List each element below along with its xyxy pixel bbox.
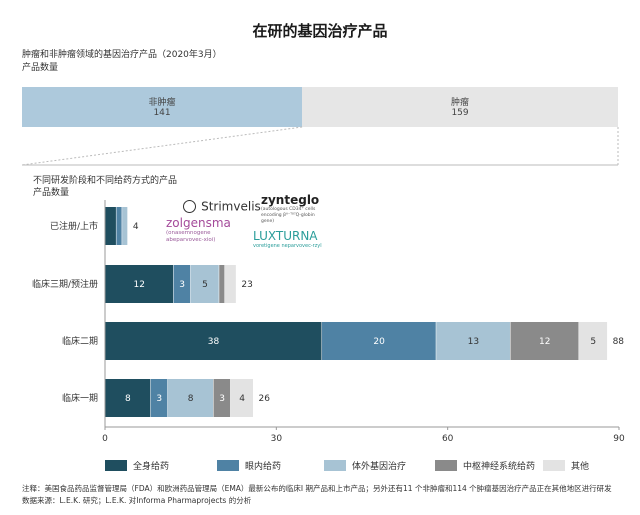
total-label: 26: [258, 394, 270, 404]
bar-segment: [579, 322, 608, 360]
legend-item-systemic: 全身给药: [105, 458, 169, 472]
x-tick-label: 0: [102, 434, 108, 444]
top-stacked-bar: 非肿瘤 141 肿瘤 159: [22, 87, 618, 127]
zolgensma-text: zolgensma: [166, 216, 231, 230]
segment-label: 3: [179, 280, 185, 290]
top-segment-label: 肿瘤: [451, 98, 470, 108]
bar-segment: [322, 322, 436, 360]
x-tick-label: 60: [442, 434, 454, 444]
segment-label: 12: [134, 280, 145, 290]
chart-ylabel: 产品数量: [33, 188, 70, 198]
strimvelis-mark-icon: [183, 200, 196, 213]
bar-segment: [167, 379, 214, 417]
bar-segment: [105, 379, 151, 417]
segment-label: 8: [188, 394, 194, 404]
legend-label: 中枢神经系统给药: [463, 461, 536, 472]
legend-label: 体外基因治疗: [352, 461, 407, 472]
luxturna-logo: LUXTURNA voretigene neparvovec-rzyl: [253, 229, 323, 249]
bar-segment: [105, 207, 116, 245]
segment-label: 4: [239, 394, 245, 404]
legend-item-cns: 中枢神经系统给药: [435, 458, 535, 472]
segment-label: 12: [539, 337, 550, 347]
legend-swatch: [324, 459, 346, 471]
bar-segment: [150, 379, 168, 417]
bar-segment: [190, 265, 219, 303]
total-label: 4: [133, 222, 139, 232]
footnote-line-1: 注释：美国食品药品监督管理局（FDA）和欧洲药品管理局（EMA）最新公布的临床I…: [22, 484, 612, 493]
bar-segment: [436, 322, 510, 360]
category-label: 临床二期: [62, 335, 98, 347]
legend-label: 其他: [571, 461, 590, 472]
strimvelis-text: Strimvelis: [201, 199, 261, 214]
chart-subtitle: 不同研发阶段和不同给药方式的产品: [33, 176, 178, 186]
bar-segment: [224, 265, 236, 303]
legend-item-other: 其他: [543, 458, 589, 472]
total-label: 23: [241, 280, 252, 290]
legend-swatch: [105, 459, 127, 471]
x-tick-label: 90: [613, 434, 625, 444]
segment-label: 8: [125, 394, 131, 404]
luxturna-subtext: voretigene neparvovec-rzyl: [253, 243, 322, 249]
legend-label: 眼内给药: [245, 461, 282, 472]
zynteglo-logo: zynteglo (autologous CD34⁺ cells encodin…: [261, 193, 321, 225]
segment-label: 5: [590, 337, 596, 347]
segment-label: 38: [208, 337, 220, 347]
category-label: 临床一期: [62, 392, 98, 404]
bar-segment: [116, 207, 122, 245]
chart-title: 在研的基因治疗产品: [252, 22, 388, 40]
category-label: 已注册/上市: [50, 220, 98, 232]
bar-segment: [122, 207, 128, 245]
zynteglo-subtext: (autologous CD34⁺ cells encoding βᴬ⁻ᵀ⁸⁷Q…: [261, 207, 316, 224]
bar-segment: [230, 379, 253, 417]
footnote: 注释：美国食品药品监督管理局（FDA）和欧洲药品管理局（EMA）最新公布的临床I…: [22, 483, 632, 507]
bar-segment: [105, 265, 174, 303]
segment-label: 13: [468, 337, 479, 347]
segment-label: 3: [156, 394, 162, 404]
top-segment-non-oncology: 非肿瘤 141: [22, 87, 303, 127]
total-label: 88: [613, 337, 625, 347]
zolgensma-logo: zolgensma (onasemnogene abeparvovec-xioi…: [166, 216, 246, 244]
bar-segment: [173, 265, 191, 303]
top-chart-subtitle: 肿瘤和非肿瘤领域的基因治疗产品（2020年3月）: [22, 50, 222, 60]
segment-label: 20: [373, 337, 385, 347]
top-segment-value: 141: [153, 108, 171, 118]
top-segment-oncology: 肿瘤 159: [302, 87, 618, 127]
legend-item-ex-vivo: 体外基因治疗: [324, 458, 406, 472]
top-chart-ylabel: 产品数量: [22, 63, 59, 73]
strimvelis-logo: Strimvelis: [183, 196, 261, 215]
bar-segment: [219, 265, 225, 303]
top-segment-label: 非肿瘤: [148, 98, 176, 108]
legend-item-intraocular: 眼内给药: [217, 458, 281, 472]
zolgensma-subtext: (onasemnogene abeparvovec-xioi): [166, 230, 216, 243]
segment-label: 3: [219, 394, 225, 404]
x-tick-label: 30: [271, 434, 283, 444]
legend-swatch: [543, 459, 565, 471]
category-label: 临床三期/预注册: [32, 278, 98, 290]
top-segment-value: 159: [451, 108, 469, 118]
legend-swatch: [217, 459, 239, 471]
bar-segment: [510, 322, 579, 360]
legend-swatch: [435, 459, 457, 471]
luxturna-text: LUXTURNA: [253, 229, 318, 243]
bar-segment: [105, 322, 322, 360]
legend: 全身给药 眼内给药 体外基因治疗 中枢神经系统给药 其他: [105, 458, 625, 472]
zynteglo-text: zynteglo: [261, 193, 320, 207]
segment-label: 5: [202, 280, 208, 290]
legend-label: 全身给药: [133, 461, 170, 472]
footnote-line-2: 数据来源：L.E.K. 研究；L.E.K. 对Informa Pharmapro…: [22, 496, 252, 505]
bar-segment: [213, 379, 231, 417]
